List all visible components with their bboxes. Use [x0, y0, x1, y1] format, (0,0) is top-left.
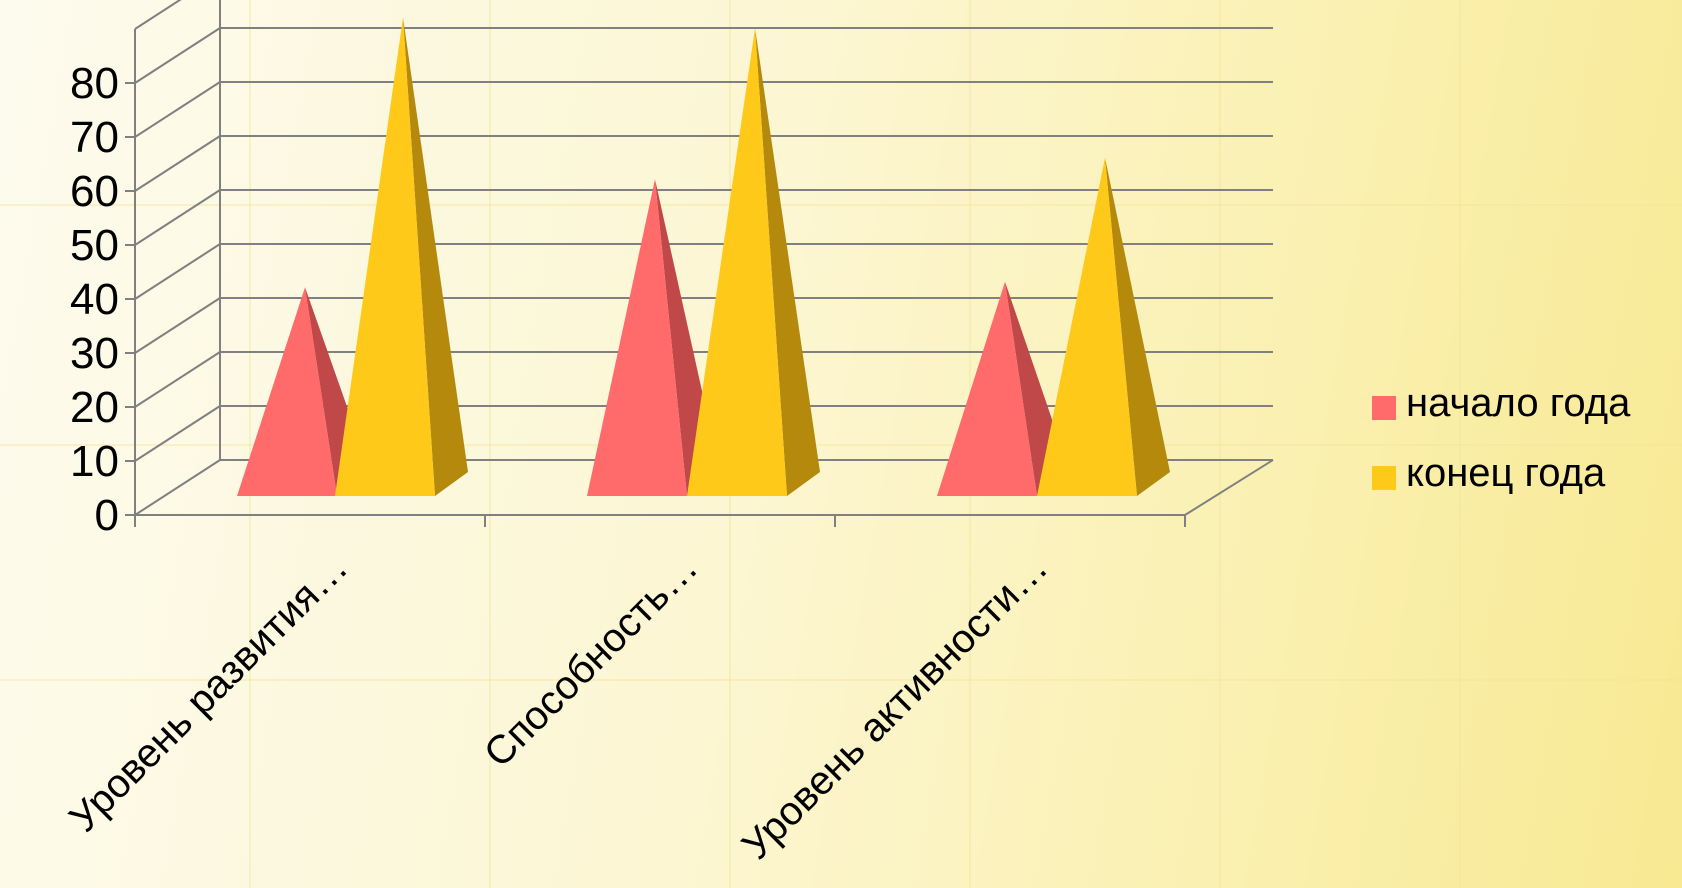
pyramid-front-face	[335, 17, 435, 496]
y-tick-label: 80	[70, 59, 119, 108]
floor-edge	[1184, 459, 1274, 516]
gridline-side	[134, 297, 221, 354]
axes	[134, 29, 1186, 527]
pyramid-front-face	[687, 28, 787, 496]
y-tick-label: 70	[70, 113, 119, 162]
gridline-side	[134, 81, 221, 138]
gridline-side	[134, 243, 221, 300]
pyramid-end-year	[335, 17, 468, 496]
legend-swatch	[1372, 396, 1396, 420]
x-tick-label: Уровень развития…	[61, 545, 356, 840]
gridline-side	[134, 135, 221, 192]
legend-swatch	[1372, 466, 1396, 490]
pyramid-side-face	[403, 17, 468, 496]
legend-label: конец года	[1406, 451, 1606, 495]
x-tick-label: Уровень активности…	[734, 545, 1057, 868]
gridline-side	[134, 351, 221, 408]
pyramid-end-year	[687, 28, 820, 496]
data-marks	[237, 17, 1170, 496]
pyramid-front-face	[587, 179, 687, 496]
legend: начало года конец года	[1372, 381, 1631, 495]
gridline-side	[134, 405, 221, 462]
pyramid-side-face	[1105, 157, 1170, 496]
pyramid-end-year	[1037, 157, 1170, 496]
gridline-side	[134, 0, 182, 30]
pyramid-front-face	[1037, 157, 1137, 496]
y-tick-label: 0	[95, 491, 119, 540]
gridline-side	[134, 189, 221, 246]
y-tick-label: 60	[70, 167, 119, 216]
y-tick-label: 30	[70, 329, 119, 378]
y-axis-ticks: 0 10 20 30 40 50 60 70 80	[70, 59, 135, 540]
y-tick-label: 50	[70, 221, 119, 270]
gridline-side	[134, 459, 221, 516]
x-tick-label: Способность…	[476, 545, 706, 775]
y-tick-label: 10	[70, 437, 119, 486]
pyramid-front-face	[937, 281, 1037, 496]
pyramid-front-face	[237, 287, 337, 496]
legend-label: начало года	[1406, 381, 1631, 425]
gridline-side	[134, 27, 221, 84]
x-axis-ticks: Уровень развития… Способность… Уровень акт…	[61, 545, 1056, 868]
y-tick-label: 40	[70, 275, 119, 324]
pyramid-side-face	[755, 28, 820, 496]
y-tick-label: 20	[70, 383, 119, 432]
